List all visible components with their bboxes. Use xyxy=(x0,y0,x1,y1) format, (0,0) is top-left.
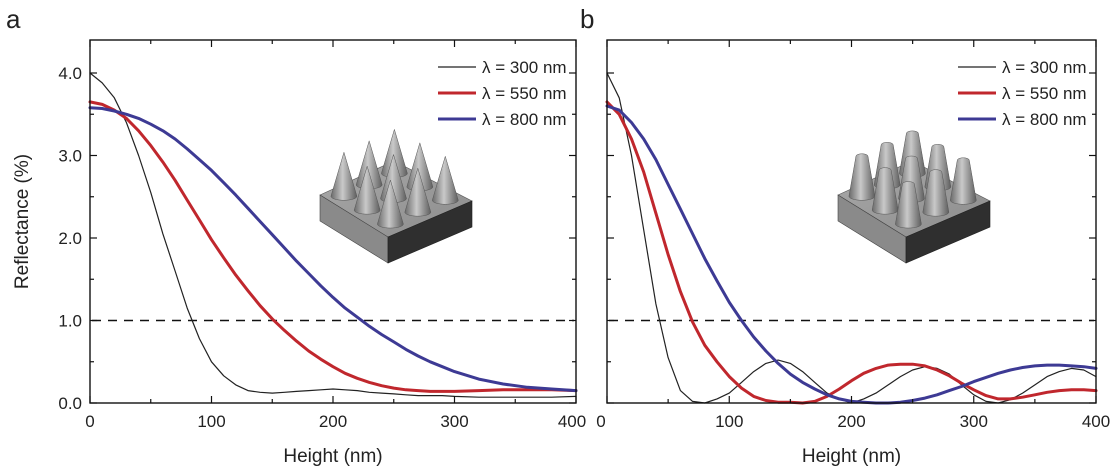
legend-label: λ = 300 nm xyxy=(482,58,567,77)
legend-label: λ = 800 nm xyxy=(482,110,567,129)
inset-side-face xyxy=(905,200,991,264)
legend-label: λ = 800 nm xyxy=(1002,110,1087,129)
x-tick-label: 0 xyxy=(85,412,94,431)
x-tick-label: 0 xyxy=(596,412,605,431)
legend-label: λ = 550 nm xyxy=(1002,84,1087,103)
y-tick-label: 0.0 xyxy=(58,394,82,413)
inset-truncated-cone xyxy=(895,181,922,229)
inset-truncated-cone xyxy=(922,169,950,217)
x-tick-label: 200 xyxy=(837,412,865,431)
series-line-800nm xyxy=(605,104,1098,405)
y-axis-title: Reflectance (%) xyxy=(12,154,33,289)
x-tick-label: 400 xyxy=(558,412,586,431)
inset-cone xyxy=(353,165,381,215)
inset-cone xyxy=(330,151,358,201)
inset-cone-array xyxy=(319,128,473,264)
y-tick-label: 2.0 xyxy=(58,229,82,248)
x-tick-label: 100 xyxy=(197,412,225,431)
legend-label: λ = 300 nm xyxy=(1002,58,1087,77)
inset-truncated-cone xyxy=(950,157,977,205)
x-tick-label: 300 xyxy=(440,412,468,431)
y-tick-label: 1.0 xyxy=(58,312,82,331)
x-axis-title: Height (nm) xyxy=(802,446,901,467)
inset-cone xyxy=(404,167,432,217)
series-line-550nm xyxy=(88,100,578,393)
panel-a: a 0 100 200 300 400 0.0 1.0 2.0 3.0 4.0 Height (nm)… xyxy=(6,4,586,467)
x-tick-label: 300 xyxy=(960,412,988,431)
series-line-550nm xyxy=(605,100,1098,405)
x-tick-label: 400 xyxy=(1082,412,1110,431)
panel-letter: a xyxy=(6,4,21,34)
y-tick-label: 4.0 xyxy=(58,64,82,83)
inset-side-face xyxy=(387,200,473,264)
inset-cone xyxy=(432,155,459,205)
series-line-800nm xyxy=(88,106,578,393)
legend-label: λ = 550 nm xyxy=(482,84,567,103)
x-tick-label: 200 xyxy=(319,412,347,431)
panel-b: b 0 100 200 300 400 Height (nm) λ = 300 nm λ = 5… xyxy=(580,4,1110,467)
panel-letter: b xyxy=(580,4,594,34)
x-axis-title: Height (nm) xyxy=(283,446,382,467)
series-line-300nm xyxy=(89,72,577,398)
inset-truncated-cone-array xyxy=(837,130,991,264)
x-tick-label: 100 xyxy=(715,412,743,431)
inset-cone xyxy=(377,179,404,229)
y-tick-label: 3.0 xyxy=(58,147,82,166)
inset-truncated-cone xyxy=(848,153,876,201)
